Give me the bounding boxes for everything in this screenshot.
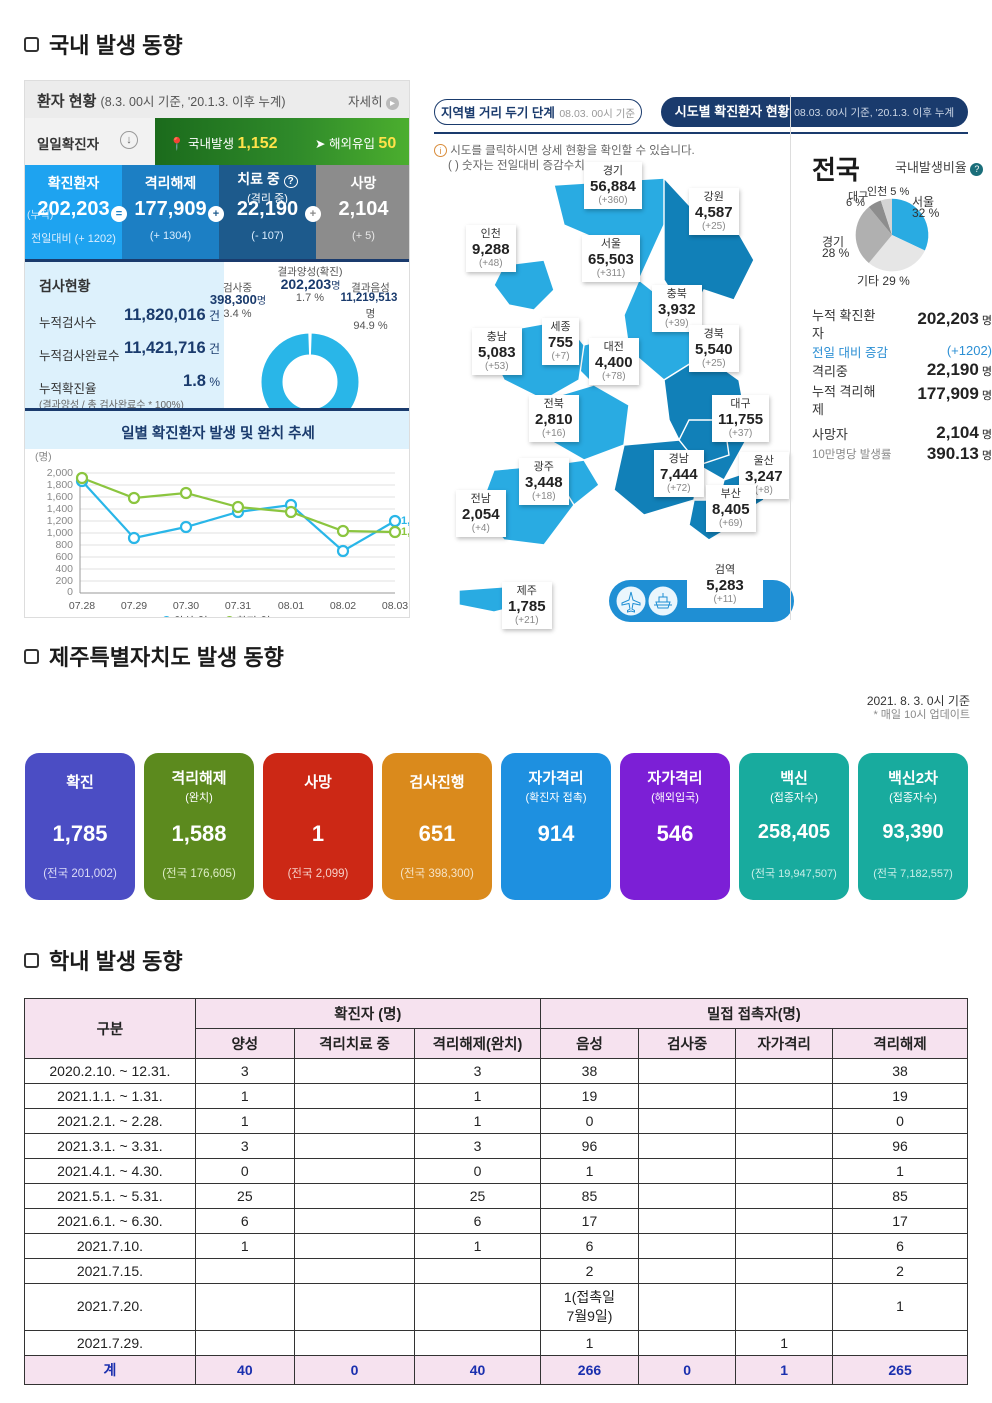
svg-text:08.03: 08.03 — [382, 600, 408, 612]
svg-text:07.31: 07.31 — [225, 600, 251, 612]
svg-text:1,800: 1,800 — [47, 479, 73, 491]
svg-text:400: 400 — [55, 563, 73, 575]
svg-text:07.28: 07.28 — [69, 600, 95, 612]
svg-text:2,000: 2,000 — [47, 467, 73, 479]
svg-text:1,600: 1,600 — [47, 491, 73, 503]
svg-text:800: 800 — [55, 539, 73, 551]
svg-text:600: 600 — [55, 551, 73, 563]
svg-text:1,202: 1,202 — [401, 526, 410, 538]
svg-text:1,200: 1,200 — [47, 515, 73, 527]
svg-text:08.02: 08.02 — [330, 600, 356, 612]
svg-text:0: 0 — [67, 586, 73, 598]
svg-text:1,400: 1,400 — [47, 503, 73, 515]
svg-text:07.29: 07.29 — [121, 600, 147, 612]
svg-text:08.01: 08.01 — [278, 600, 304, 612]
svg-text:1,000: 1,000 — [47, 527, 73, 539]
svg-text:07.30: 07.30 — [173, 600, 199, 612]
